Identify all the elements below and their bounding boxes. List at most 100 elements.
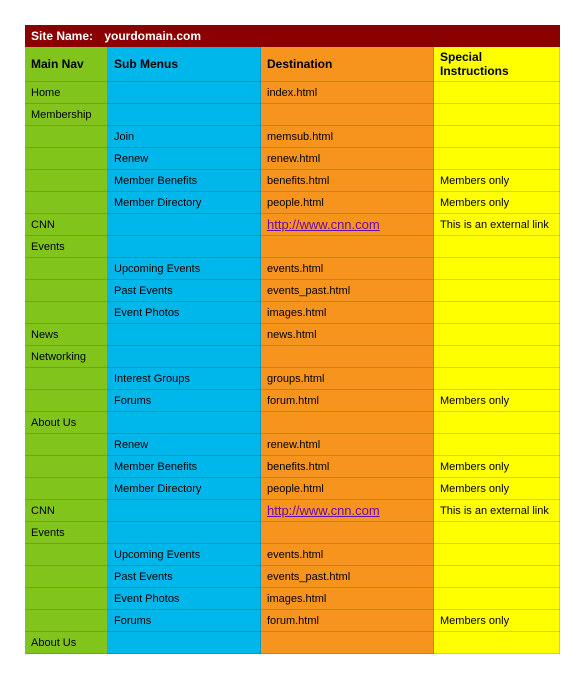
special-cell: Members only (434, 456, 560, 478)
special-cell (434, 280, 560, 302)
external-link[interactable]: http://www.cnn.com (267, 503, 380, 518)
destination-cell: events_past.html (261, 566, 434, 588)
site-header: Site Name: yourdomain.com (25, 25, 560, 47)
main-nav-cell (25, 390, 108, 412)
main-nav-cell (25, 456, 108, 478)
special-cell (434, 346, 560, 368)
special-cell (434, 544, 560, 566)
destination-cell: forum.html (261, 390, 434, 412)
special-cell (434, 258, 560, 280)
table-row: Member Benefitsbenefits.htmlMembers only (25, 456, 560, 478)
sub-menu-cell: Event Photos (108, 588, 261, 610)
sub-menu-cell (108, 236, 261, 258)
special-cell: Members only (434, 610, 560, 632)
main-nav-cell (25, 544, 108, 566)
column-header: Sub Menus (108, 47, 261, 82)
column-header: Destination (261, 47, 434, 82)
destination-cell: images.html (261, 302, 434, 324)
sub-menu-cell (108, 324, 261, 346)
special-cell (434, 126, 560, 148)
main-nav-cell (25, 368, 108, 390)
table-row: Forumsforum.htmlMembers only (25, 610, 560, 632)
sub-menu-cell: Event Photos (108, 302, 261, 324)
sub-menu-cell: Member Benefits (108, 170, 261, 192)
main-nav-cell (25, 192, 108, 214)
sub-menu-cell: Renew (108, 148, 261, 170)
table-row: About Us (25, 632, 560, 654)
destination-cell: people.html (261, 192, 434, 214)
table-row: Event Photosimages.html (25, 588, 560, 610)
table-row: Forumsforum.htmlMembers only (25, 390, 560, 412)
special-cell (434, 412, 560, 434)
destination-cell: memsub.html (261, 126, 434, 148)
sub-menu-cell: Past Events (108, 280, 261, 302)
destination-cell: groups.html (261, 368, 434, 390)
special-cell (434, 566, 560, 588)
sitemap-table-container: Site Name: yourdomain.com Main NavSub Me… (25, 25, 560, 654)
main-nav-cell (25, 566, 108, 588)
table-row: Past Eventsevents_past.html (25, 280, 560, 302)
table-row: CNN http://www.cnn.com This is an external… (25, 500, 560, 522)
table-row: Homeindex.html (25, 82, 560, 104)
special-cell (434, 82, 560, 104)
main-nav-cell (25, 148, 108, 170)
special-cell (434, 588, 560, 610)
sub-menu-cell (108, 522, 261, 544)
table-row: Past Eventsevents_past.html (25, 566, 560, 588)
table-row: Renewrenew.html (25, 148, 560, 170)
sub-menu-cell (108, 82, 261, 104)
destination-cell: news.html (261, 324, 434, 346)
sub-menu-cell (108, 632, 261, 654)
external-link[interactable]: http://www.cnn.com (267, 217, 380, 232)
column-header: Main Nav (25, 47, 108, 82)
sub-menu-cell: Join (108, 126, 261, 148)
main-nav-cell (25, 610, 108, 632)
destination-cell: http://www.cnn.com (261, 500, 434, 522)
main-nav-cell: CNN (25, 500, 108, 522)
main-nav-cell: Events (25, 236, 108, 258)
destination-cell: http://www.cnn.com (261, 214, 434, 236)
table-row: CNNhttp://www.cnn.comThis is an external… (25, 214, 560, 236)
main-nav-cell (25, 302, 108, 324)
table-row: Member Benefitsbenefits.htmlMembers only (25, 170, 560, 192)
header-row: Main NavSub MenusDestinationSpecial Inst… (25, 47, 560, 82)
table-row: Event Photosimages.html (25, 302, 560, 324)
sub-menu-cell (108, 412, 261, 434)
column-header: Special Instructions (434, 47, 560, 82)
special-cell (434, 302, 560, 324)
destination-cell: renew.html (261, 434, 434, 456)
main-nav-cell (25, 258, 108, 280)
main-nav-cell (25, 280, 108, 302)
main-nav-cell: About Us (25, 412, 108, 434)
site-name-label: Site Name: (31, 29, 101, 43)
destination-cell: renew.html (261, 148, 434, 170)
special-cell (434, 324, 560, 346)
sub-menu-cell: Forums (108, 390, 261, 412)
destination-cell (261, 236, 434, 258)
table-row: Renewrenew.html (25, 434, 560, 456)
destination-cell (261, 632, 434, 654)
special-cell: This is an external link (434, 500, 560, 522)
destination-cell: images.html (261, 588, 434, 610)
sub-menu-cell: Member Directory (108, 192, 261, 214)
destination-cell (261, 522, 434, 544)
main-nav-cell (25, 170, 108, 192)
table-row: Upcoming Eventsevents.html (25, 258, 560, 280)
sub-menu-cell: Member Benefits (108, 456, 261, 478)
main-nav-cell: About Us (25, 632, 108, 654)
special-cell (434, 368, 560, 390)
table-row: About Us (25, 412, 560, 434)
main-nav-cell: Networking (25, 346, 108, 368)
special-cell (434, 632, 560, 654)
destination-cell: events.html (261, 544, 434, 566)
special-cell (434, 522, 560, 544)
sub-menu-cell: Upcoming Events (108, 544, 261, 566)
special-cell (434, 148, 560, 170)
special-cell: This is an external link (434, 214, 560, 236)
sub-menu-cell: Past Events (108, 566, 261, 588)
special-cell (434, 236, 560, 258)
special-cell: Members only (434, 170, 560, 192)
sub-menu-cell: Renew (108, 434, 261, 456)
table-row: Events (25, 522, 560, 544)
sitemap-table: Main NavSub MenusDestinationSpecial Inst… (25, 47, 560, 654)
